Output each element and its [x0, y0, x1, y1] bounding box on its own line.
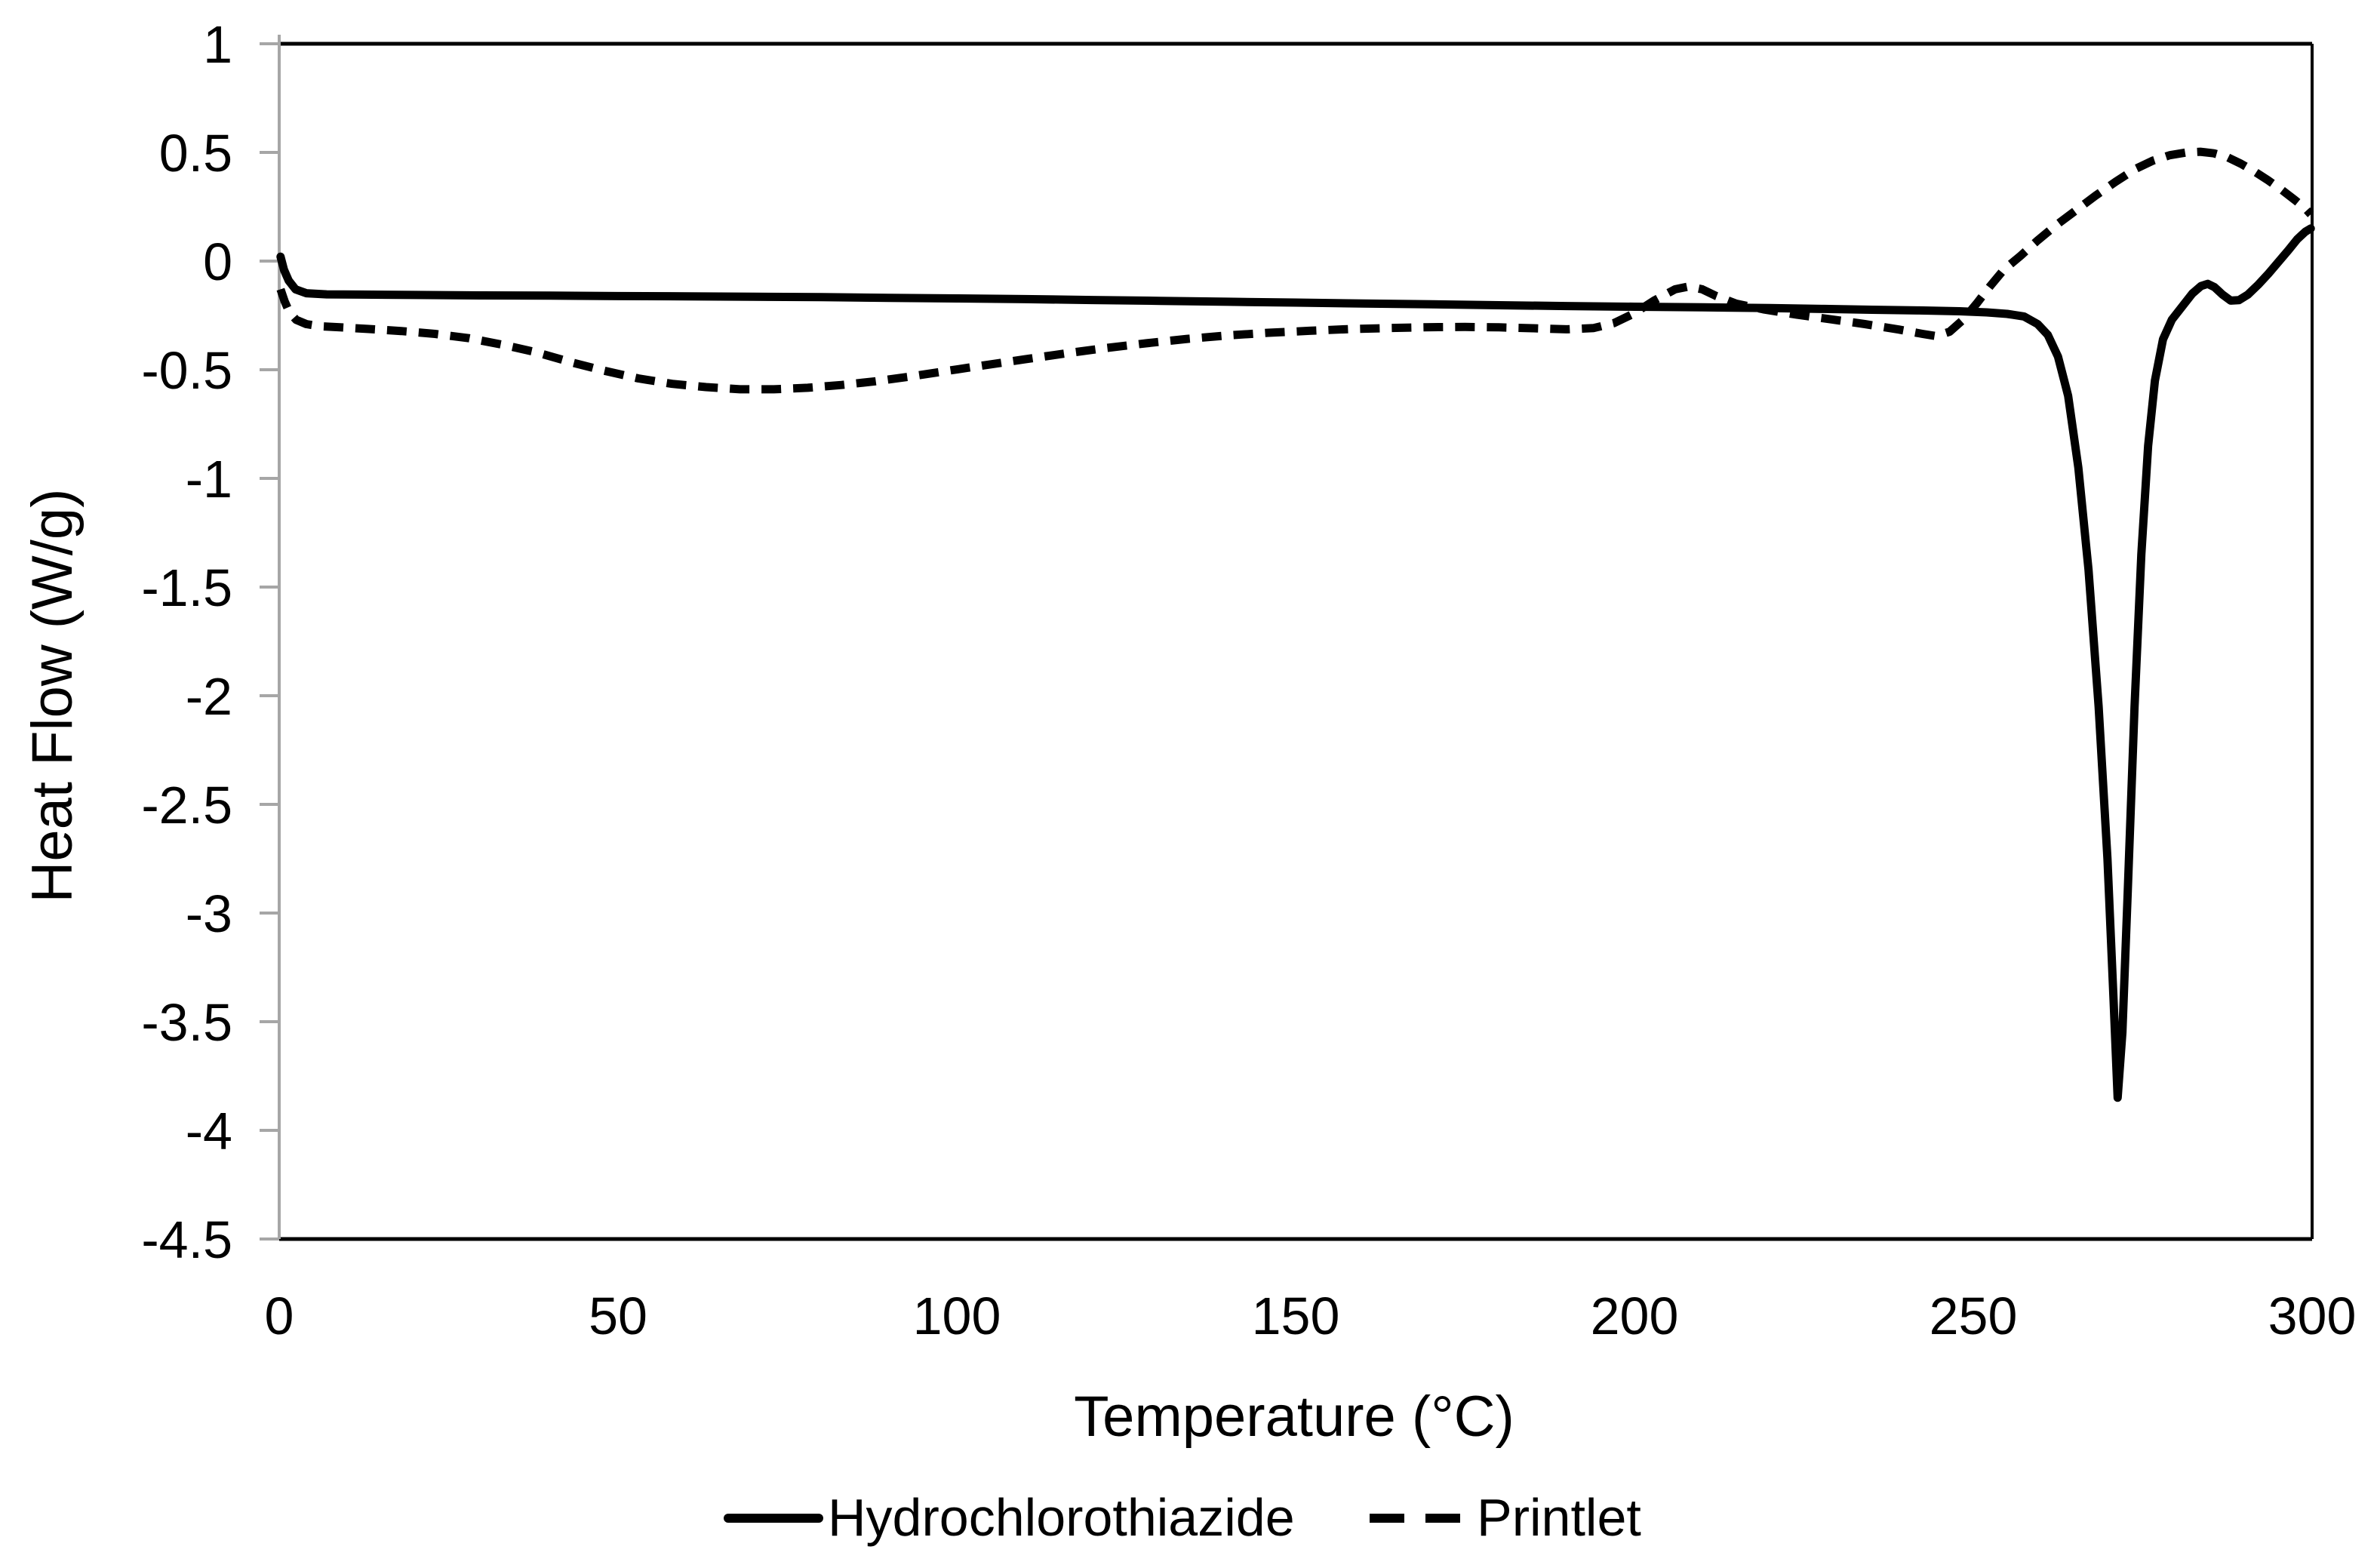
series-lines [276, 147, 2315, 1102]
y-tick-label: -3 [186, 884, 232, 943]
legend-label-hydrochlorothiazide: Hydrochlorothiazide [828, 1488, 1295, 1547]
x-axis-tick-labels: 0 50 100 150 200 250 300 [265, 1287, 2357, 1345]
y-tick-label: -3.5 [141, 993, 232, 1052]
y-tick-label: -1.5 [141, 558, 232, 617]
printlet-line [276, 147, 2314, 394]
x-tick-label: 250 [1930, 1287, 2018, 1345]
y-axis-tick-labels: 1 0.5 0 -0.5 -1 -1.5 -2 -2.5 -3 -3.5 -4 -4.5 [141, 15, 232, 1269]
legend-label-printlet: Printlet [1477, 1488, 1641, 1547]
y-tick-label: 1 [203, 15, 232, 74]
y-axis-title: Heat Flow (W/g) [20, 489, 85, 903]
x-tick-label: 200 [1591, 1287, 1679, 1345]
y-tick-label: -2 [186, 667, 232, 726]
y-tick-label: -4.5 [141, 1210, 232, 1269]
y-tick-label: -0.5 [141, 341, 232, 400]
plot-frame [278, 35, 2314, 1241]
x-tick-label: 50 [589, 1287, 647, 1345]
x-tick-label: 300 [2268, 1287, 2357, 1345]
hydrochlorothiazide-line [276, 224, 2315, 1102]
y-tick-label: -2.5 [141, 776, 232, 835]
y-tick-label: 0.5 [159, 124, 232, 183]
x-tick-label: 0 [265, 1287, 294, 1345]
y-tick-label: 0 [203, 232, 232, 291]
y-tick-label: -1 [186, 450, 232, 509]
x-axis-title: Temperature (°C) [1074, 1385, 1514, 1449]
y-axis-ticks [260, 42, 279, 1241]
x-tick-label: 100 [913, 1287, 1001, 1345]
legend: Hydrochlorothiazide Printlet [724, 1488, 1641, 1547]
x-tick-label: 150 [1252, 1287, 1340, 1345]
y-tick-label: -4 [186, 1102, 232, 1161]
